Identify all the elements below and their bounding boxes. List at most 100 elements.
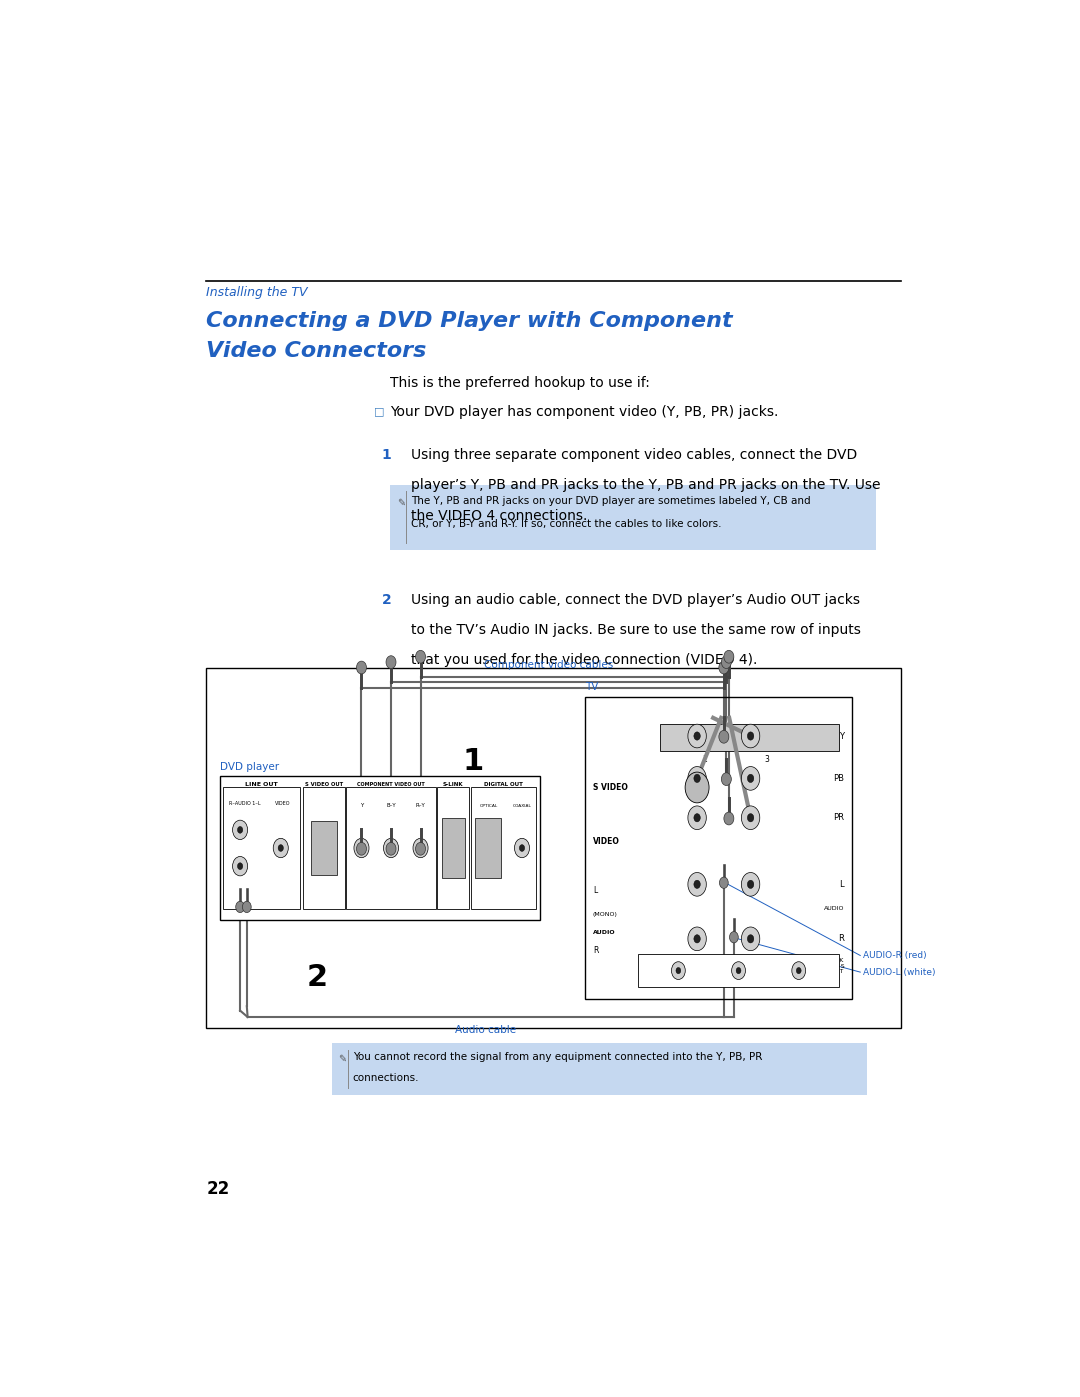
Text: ✎: ✎ (397, 497, 405, 509)
Circle shape (685, 773, 710, 803)
Circle shape (693, 732, 700, 740)
Bar (437, 788, 470, 908)
Circle shape (724, 812, 733, 824)
Text: Installing the TV: Installing the TV (206, 286, 308, 299)
Text: 2: 2 (307, 964, 328, 992)
Circle shape (721, 655, 731, 669)
Bar (347, 788, 435, 908)
Text: S VIDEO: S VIDEO (593, 782, 627, 792)
Bar (475, 817, 501, 879)
Circle shape (741, 724, 760, 747)
Circle shape (747, 813, 754, 821)
Text: AUDIO-R (red): AUDIO-R (red) (863, 951, 927, 960)
Circle shape (238, 827, 243, 833)
Text: to the TV’s Audio IN jacks. Be sure to use the same row of inputs: to the TV’s Audio IN jacks. Be sure to u… (411, 623, 861, 637)
Text: B–Y: B–Y (387, 803, 395, 807)
Text: S VIDEO OUT: S VIDEO OUT (305, 782, 343, 788)
Text: L: L (839, 880, 845, 888)
Circle shape (359, 845, 364, 851)
Text: DVD player: DVD player (220, 761, 279, 771)
Text: 2: 2 (382, 592, 392, 606)
Bar (471, 788, 537, 908)
Circle shape (719, 731, 729, 743)
Circle shape (383, 838, 399, 858)
Text: 22: 22 (206, 1180, 229, 1199)
Circle shape (741, 806, 760, 830)
Circle shape (279, 845, 283, 851)
Bar (660, 724, 839, 752)
Bar (303, 788, 345, 908)
Text: The Y, PB and PR jacks on your DVD player are sometimes labeled Y, CB and: The Y, PB and PR jacks on your DVD playe… (411, 496, 811, 506)
Circle shape (747, 935, 754, 943)
Text: AUDIO: AUDIO (593, 930, 616, 935)
Text: TV: TV (584, 682, 598, 693)
Circle shape (741, 767, 760, 791)
Text: 3: 3 (765, 756, 770, 764)
Circle shape (676, 968, 680, 974)
Text: Video Connectors: Video Connectors (206, 341, 427, 362)
Circle shape (688, 767, 706, 791)
Text: PB: PB (833, 774, 845, 782)
Circle shape (418, 845, 423, 851)
Circle shape (693, 880, 700, 888)
Circle shape (688, 928, 706, 950)
Text: Your DVD player has component video (Y, PB, PR) jacks.: Your DVD player has component video (Y, … (390, 405, 779, 419)
Circle shape (719, 877, 728, 888)
Circle shape (242, 901, 252, 912)
Circle shape (693, 813, 700, 821)
Circle shape (232, 856, 247, 876)
Text: 1: 1 (702, 756, 706, 764)
Text: R–AUDIO 1–L: R–AUDIO 1–L (229, 800, 260, 806)
Text: that you used for the video connection (VIDEO 4).: that you used for the video connection (… (411, 652, 757, 666)
Circle shape (693, 935, 700, 943)
Text: VIDEO: VIDEO (275, 800, 291, 806)
Circle shape (721, 773, 731, 785)
Text: CR, or Y, B-Y and R-Y. If so, connect the cables to like colors.: CR, or Y, B-Y and R-Y. If so, connect th… (411, 520, 721, 529)
Circle shape (693, 774, 700, 782)
Bar (442, 817, 464, 879)
Bar (311, 821, 337, 875)
Text: S-LINK
CONTROL S
OUT: S-LINK CONTROL S OUT (808, 958, 845, 974)
Circle shape (729, 932, 739, 943)
Circle shape (792, 961, 806, 979)
Text: Y: Y (360, 803, 363, 807)
Text: (MONO): (MONO) (593, 912, 618, 916)
Bar (220, 775, 540, 921)
Circle shape (356, 842, 366, 855)
Text: ✎: ✎ (338, 1053, 347, 1065)
Text: S-LINK: S-LINK (443, 782, 463, 788)
Circle shape (724, 651, 733, 664)
Text: Audio cable: Audio cable (455, 1024, 516, 1035)
Text: the VIDEO 4 connections.: the VIDEO 4 connections. (411, 509, 588, 522)
Circle shape (416, 842, 426, 855)
Bar (206, 668, 901, 1028)
Bar (584, 697, 852, 999)
Circle shape (413, 838, 428, 858)
Circle shape (232, 820, 247, 840)
Text: PR: PR (833, 813, 845, 823)
Circle shape (273, 838, 288, 858)
Circle shape (688, 724, 706, 747)
Text: 1: 1 (463, 747, 484, 775)
Circle shape (389, 845, 393, 851)
Circle shape (747, 880, 754, 888)
Bar (224, 788, 300, 908)
Text: R: R (838, 935, 845, 943)
Circle shape (514, 838, 529, 858)
Circle shape (741, 873, 760, 895)
Circle shape (356, 661, 366, 673)
Circle shape (796, 968, 801, 974)
Circle shape (519, 845, 525, 851)
Circle shape (688, 806, 706, 830)
Circle shape (386, 655, 396, 669)
Circle shape (737, 968, 741, 974)
Circle shape (354, 838, 369, 858)
Bar (390, 485, 876, 549)
Circle shape (235, 901, 244, 912)
Text: connections.: connections. (352, 1073, 419, 1083)
Text: 1: 1 (382, 448, 392, 462)
Circle shape (747, 732, 754, 740)
Text: AUDIO-L (white): AUDIO-L (white) (863, 968, 935, 977)
Circle shape (741, 928, 760, 950)
Circle shape (688, 873, 706, 895)
